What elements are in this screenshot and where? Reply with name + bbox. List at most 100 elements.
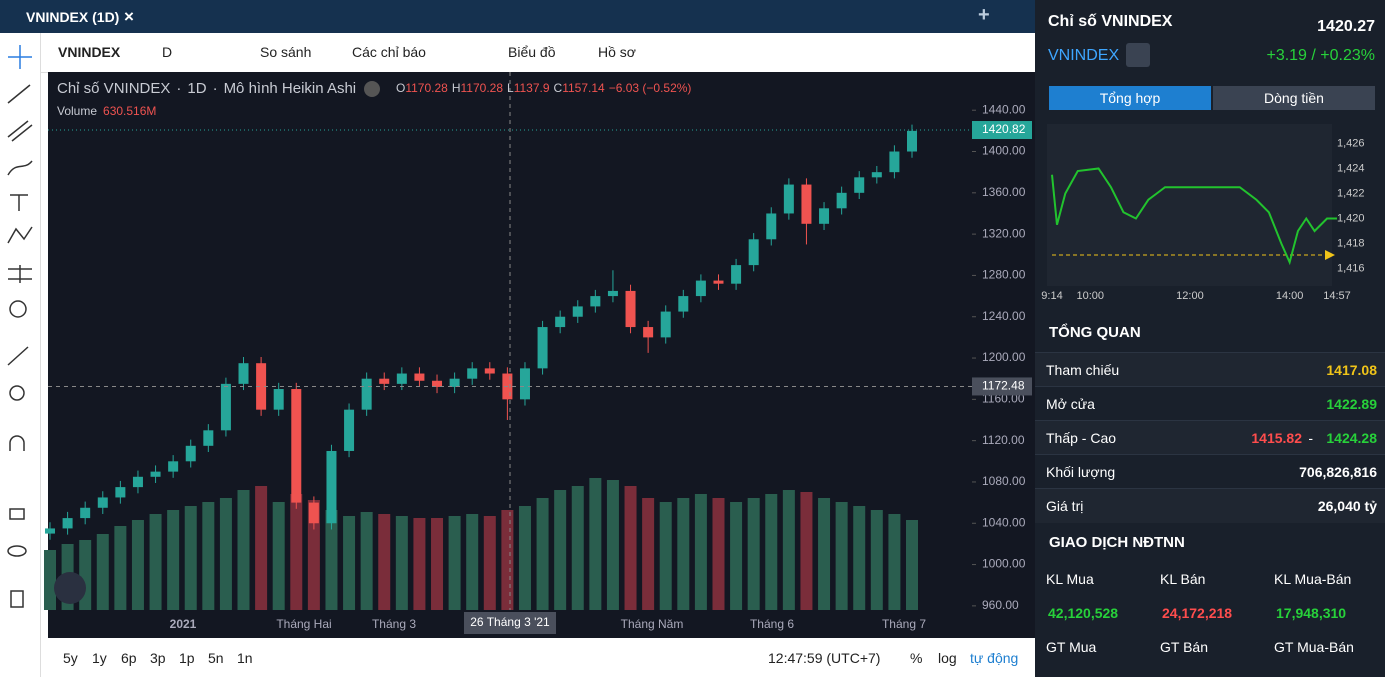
row-label: Thấp - Cao <box>1046 430 1117 446</box>
volume-bar <box>554 490 567 610</box>
volume-bar <box>44 550 56 610</box>
line-tool[interactable] <box>7 84 31 104</box>
mini-y-label: 1,422 <box>1337 187 1365 199</box>
y-tick-label: 1240.00 <box>982 309 1026 323</box>
candle-body <box>291 389 302 503</box>
range-button[interactable]: 6p <box>121 650 137 666</box>
auto-toggle[interactable]: tự động <box>970 650 1019 666</box>
brush-tool[interactable] <box>7 160 33 176</box>
tab-summary[interactable]: Tổng hợp <box>1049 86 1211 110</box>
emoji-tool[interactable] <box>9 300 27 318</box>
indicators[interactable]: Các chỉ báo <box>352 44 426 60</box>
legend-toggle[interactable] <box>364 81 380 97</box>
foreign-value: 42,120,528 <box>1048 605 1119 621</box>
zoom-tool[interactable] <box>9 385 25 401</box>
mini-y-label: 1,420 <box>1337 212 1365 224</box>
overview-row: Khối lượng 706,826,816 <box>1035 454 1385 489</box>
candle-body <box>695 280 706 297</box>
interval[interactable]: D <box>162 44 173 60</box>
row-label: Khối lượng <box>1046 464 1116 480</box>
volume-bar <box>378 514 391 610</box>
reference-arrow <box>1325 250 1335 260</box>
volume-bar <box>237 490 250 610</box>
candle-body <box>132 476 143 488</box>
tab-flow[interactable]: Dòng tiền <box>1213 86 1375 110</box>
close-icon[interactable]: × <box>124 7 134 26</box>
row-value: 26,040 tỷ <box>1317 498 1377 514</box>
candle-body <box>607 290 618 297</box>
overview-row: Tham chiếu 1417.08 <box>1035 352 1385 387</box>
ruler-tool[interactable] <box>7 346 29 366</box>
volume-bar <box>818 498 831 610</box>
crosshair-tool[interactable] <box>8 45 32 69</box>
candle-body <box>220 383 231 431</box>
trash-tool[interactable] <box>10 590 24 608</box>
candle-body <box>678 296 689 312</box>
x-tick-label: 2021 <box>170 617 197 631</box>
range-button[interactable]: 5y <box>63 650 78 666</box>
row-value: 706,826,816 <box>1299 464 1377 480</box>
mini-x-label: 14:57 <box>1323 290 1351 302</box>
chart-type[interactable]: Biểu đồ <box>508 44 556 60</box>
tab-title[interactable]: VNINDEX (1D) <box>26 9 120 25</box>
candle-body <box>62 518 73 529</box>
y-tick-label: 1280.00 <box>982 268 1026 282</box>
candle-body <box>519 368 530 400</box>
range-button[interactable]: 5n <box>208 650 224 666</box>
candle-body <box>449 378 460 387</box>
measure-tool[interactable] <box>8 265 32 283</box>
volume-bar <box>712 498 725 610</box>
volume-bar <box>466 514 479 610</box>
legend-sep: · <box>176 80 181 97</box>
mini-x-label: 12:00 <box>1176 290 1204 302</box>
row-high: 1424.28 <box>1326 430 1377 446</box>
range-button[interactable]: 1y <box>92 650 107 666</box>
overview-row: Mở cửa 1422.89 <box>1035 386 1385 421</box>
foreign-header: GT Mua-Bán <box>1274 639 1354 655</box>
volume-value: 630.516M <box>103 104 156 118</box>
range-button[interactable]: 3p <box>150 650 166 666</box>
magnet-tool[interactable] <box>9 435 25 451</box>
volume-bar <box>307 500 320 610</box>
y-tick-label: 1120.00 <box>982 433 1025 447</box>
ohlc-value: 1157.14 <box>562 81 605 95</box>
legend: Chỉ số VNINDEX · 1D · Mô hình Heikin Ashi <box>57 80 356 97</box>
candle-body <box>238 363 249 384</box>
fib-tool[interactable] <box>7 120 33 142</box>
volume-bar <box>360 512 373 610</box>
candle-body <box>344 409 355 451</box>
mini-x-label: 9:14 <box>1041 290 1062 302</box>
volume-bar <box>870 510 883 610</box>
edit-button[interactable] <box>1126 43 1150 67</box>
mini-x-label: 10:00 <box>1076 290 1104 302</box>
percent-toggle[interactable]: % <box>910 650 923 666</box>
y-tick-label: 960.00 <box>982 598 1019 612</box>
pattern-tool[interactable] <box>7 226 33 244</box>
symbol[interactable]: VNINDEX <box>58 44 121 60</box>
volume-bar <box>888 514 901 610</box>
eye-tool[interactable] <box>7 545 27 557</box>
ohlc-legend: O1170.28 H1170.28 L1137.9 C1157.14 −6.03 (−0… <box>396 81 691 95</box>
candle-body <box>115 487 126 498</box>
range-button[interactable]: 1p <box>179 650 195 666</box>
x-tick-label: Tháng Năm <box>621 617 684 631</box>
profile[interactable]: Hồ sơ <box>598 44 636 60</box>
volume-key: Volume <box>57 104 97 118</box>
text-tool[interactable] <box>10 194 28 211</box>
add-icon[interactable]: + <box>978 4 990 26</box>
ohlc-key: L <box>507 81 514 95</box>
foreign-header: KL Bán <box>1160 571 1206 587</box>
volume-bar <box>694 494 707 610</box>
candle-body <box>713 280 724 284</box>
candle-body <box>748 239 759 266</box>
volume-bar <box>501 510 514 610</box>
log-toggle[interactable]: log <box>938 650 957 666</box>
range-button[interactable]: 1n <box>237 650 253 666</box>
candle-body <box>432 380 443 387</box>
compare[interactable]: So sánh <box>260 44 312 60</box>
volume-bar <box>167 510 180 610</box>
lock-tool[interactable] <box>9 508 25 520</box>
panel-symbol[interactable]: VNINDEX <box>1048 47 1120 64</box>
panel-change: +3.19 / +0.23% <box>1266 47 1375 64</box>
